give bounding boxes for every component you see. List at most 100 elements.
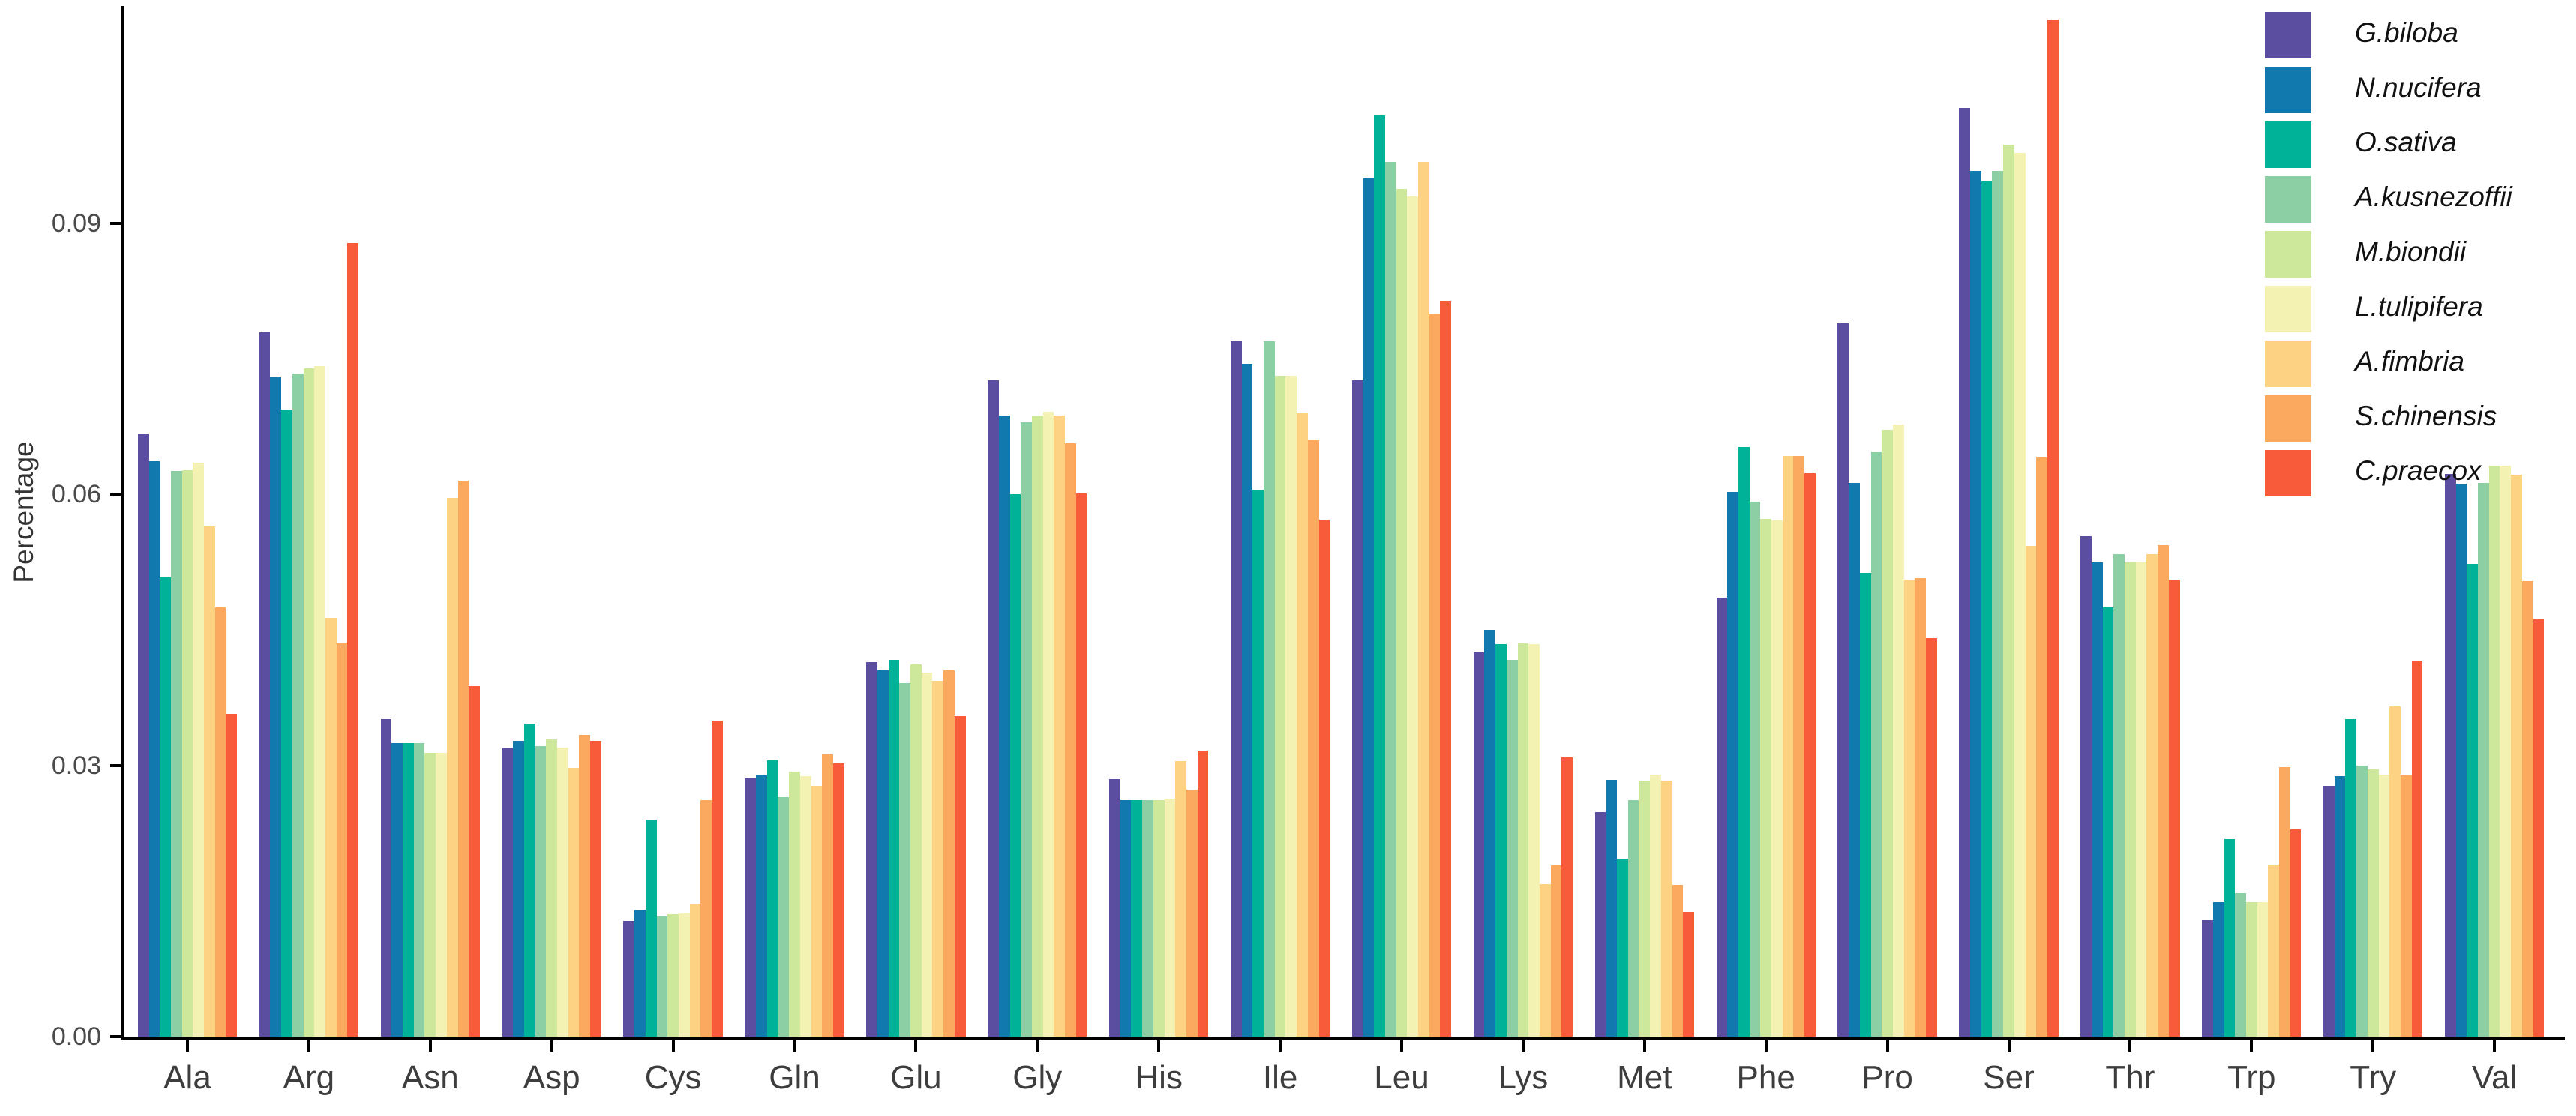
x-axis-category-label: Arg bbox=[283, 1059, 335, 1096]
bar-L.tulipifera-Asn bbox=[436, 752, 447, 1036]
y-axis-title: Percentage bbox=[8, 441, 39, 584]
x-axis-tick bbox=[2250, 1040, 2254, 1052]
bar-M.biondii-Val bbox=[2488, 465, 2500, 1036]
x-axis-category-label: Ala bbox=[163, 1059, 211, 1096]
bar-L.tulipifera-Gly bbox=[1042, 411, 1054, 1036]
legend-swatch bbox=[2265, 12, 2311, 58]
bar-C.praecox-Try bbox=[2411, 661, 2423, 1036]
bar-C.praecox-Phe bbox=[1804, 472, 1816, 1036]
bar-L.tulipifera-Try bbox=[2378, 774, 2390, 1036]
bar-N.nucifera-Thr bbox=[2091, 562, 2103, 1036]
bar-L.tulipifera-Glu bbox=[921, 672, 933, 1036]
x-axis-tick bbox=[2128, 1040, 2132, 1052]
bar-A.kusnezoffii-Trp bbox=[2235, 892, 2246, 1036]
bar-M.biondii-Ser bbox=[2003, 145, 2014, 1036]
bar-O.sativa-Try bbox=[2345, 719, 2357, 1036]
bar-L.tulipifera-Ser bbox=[2014, 153, 2026, 1036]
bar-N.nucifera-Pro bbox=[1849, 482, 1860, 1036]
bar-M.biondii-Gln bbox=[789, 772, 800, 1036]
x-axis-tick bbox=[1521, 1040, 1525, 1052]
bar-A.fimbria-Cys bbox=[689, 903, 701, 1036]
x-axis-tick bbox=[2371, 1040, 2375, 1052]
legend-swatch bbox=[2265, 340, 2311, 387]
bar-N.nucifera-Gly bbox=[998, 415, 1010, 1036]
x-axis-category-label: Ser bbox=[1983, 1059, 2035, 1096]
bar-S.chinensis-Glu bbox=[943, 670, 955, 1036]
bar-S.chinensis-Thr bbox=[2158, 544, 2169, 1036]
x-axis-category-label: Thr bbox=[2105, 1059, 2155, 1096]
legend-swatch bbox=[2265, 395, 2311, 442]
x-axis-category-label: Try bbox=[2350, 1059, 2397, 1096]
bar-O.sativa-Leu bbox=[1374, 115, 1385, 1036]
y-axis-tick bbox=[110, 764, 121, 767]
x-axis-category-label: Glu bbox=[890, 1059, 942, 1096]
bar-O.sativa-Met bbox=[1617, 858, 1628, 1036]
bar-M.biondii-Thr bbox=[2125, 562, 2136, 1036]
bar-G.biloba-Ala bbox=[137, 433, 149, 1036]
x-axis-category-label: Ile bbox=[1262, 1059, 1298, 1096]
bar-O.sativa-Ser bbox=[1981, 181, 1993, 1036]
bar-C.praecox-Lys bbox=[1561, 757, 1573, 1036]
bar-C.praecox-Ile bbox=[1318, 520, 1330, 1036]
x-axis-tick bbox=[1279, 1040, 1282, 1052]
bar-M.biondii-Lys bbox=[1517, 644, 1529, 1036]
bar-M.biondii-Arg bbox=[303, 368, 315, 1036]
bar-L.tulipifera-Val bbox=[2500, 465, 2512, 1036]
bar-N.nucifera-Arg bbox=[270, 376, 282, 1036]
bar-A.kusnezoffii-Arg bbox=[292, 374, 304, 1036]
bar-A.fimbria-Ala bbox=[204, 526, 215, 1036]
bar-S.chinensis-Phe bbox=[1793, 455, 1805, 1036]
x-axis-category-label: His bbox=[1135, 1059, 1183, 1096]
bar-G.biloba-Gly bbox=[988, 380, 999, 1036]
bar-G.biloba-Gln bbox=[745, 778, 757, 1036]
bar-G.biloba-Thr bbox=[2080, 536, 2092, 1036]
bar-L.tulipifera-Lys bbox=[1528, 644, 1540, 1036]
bar-N.nucifera-Val bbox=[2455, 484, 2467, 1036]
legend-swatch bbox=[2265, 231, 2311, 278]
bar-M.biondii-Glu bbox=[910, 664, 922, 1036]
bar-A.kusnezoffii-Ser bbox=[1992, 171, 2004, 1036]
y-axis-tick-label: 0.00 bbox=[51, 1022, 101, 1051]
bar-L.tulipifera-Pro bbox=[1892, 424, 1904, 1036]
bar-O.sativa-Thr bbox=[2102, 608, 2114, 1036]
bar-M.biondii-Try bbox=[2367, 769, 2379, 1036]
bar-M.biondii-Asp bbox=[546, 739, 558, 1036]
bar-A.kusnezoffii-Ile bbox=[1264, 340, 1275, 1036]
y-axis-tick-label: 0.09 bbox=[51, 209, 101, 238]
bar-A.fimbria-Thr bbox=[2146, 554, 2158, 1036]
bar-N.nucifera-Ile bbox=[1241, 363, 1253, 1036]
bar-C.praecox-Asn bbox=[469, 686, 480, 1036]
x-axis-tick bbox=[2493, 1040, 2497, 1052]
bar-N.nucifera-Lys bbox=[1484, 630, 1496, 1036]
bar-O.sativa-Ala bbox=[160, 578, 171, 1036]
bar-S.chinensis-Val bbox=[2521, 581, 2533, 1036]
bar-L.tulipifera-Arg bbox=[314, 366, 325, 1036]
bar-M.biondii-Phe bbox=[1760, 519, 1772, 1036]
bar-O.sativa-Lys bbox=[1495, 644, 1507, 1036]
bar-A.fimbria-Glu bbox=[932, 680, 944, 1036]
bar-S.chinensis-Ile bbox=[1307, 440, 1319, 1036]
bar-S.chinensis-Trp bbox=[2279, 767, 2290, 1036]
bar-N.nucifera-Leu bbox=[1363, 178, 1375, 1036]
bar-G.biloba-Glu bbox=[866, 662, 877, 1036]
bar-A.kusnezoffii-Gly bbox=[1021, 422, 1032, 1036]
legend-swatch bbox=[2265, 122, 2311, 168]
bar-S.chinensis-His bbox=[1186, 790, 1198, 1036]
bar-A.kusnezoffii-Leu bbox=[1384, 162, 1396, 1036]
bar-N.nucifera-Gln bbox=[756, 775, 767, 1036]
bar-N.nucifera-Glu bbox=[877, 670, 889, 1036]
x-axis-tick bbox=[914, 1040, 918, 1052]
bar-A.kusnezoffii-Lys bbox=[1506, 659, 1518, 1036]
bar-A.kusnezoffii-Pro bbox=[1870, 451, 1882, 1036]
bar-S.chinensis-Lys bbox=[1550, 866, 1562, 1036]
x-axis-category-label: Gln bbox=[769, 1059, 820, 1096]
bar-G.biloba-Leu bbox=[1351, 380, 1363, 1036]
bar-N.nucifera-Ser bbox=[1970, 171, 1981, 1036]
bar-O.sativa-Trp bbox=[2224, 839, 2236, 1036]
bar-M.biondii-Cys bbox=[667, 914, 679, 1036]
bar-C.praecox-Gly bbox=[1075, 494, 1087, 1036]
bar-A.fimbria-Met bbox=[1660, 781, 1672, 1036]
bar-O.sativa-Arg bbox=[281, 410, 292, 1036]
bar-S.chinensis-Pro bbox=[1915, 578, 1927, 1036]
